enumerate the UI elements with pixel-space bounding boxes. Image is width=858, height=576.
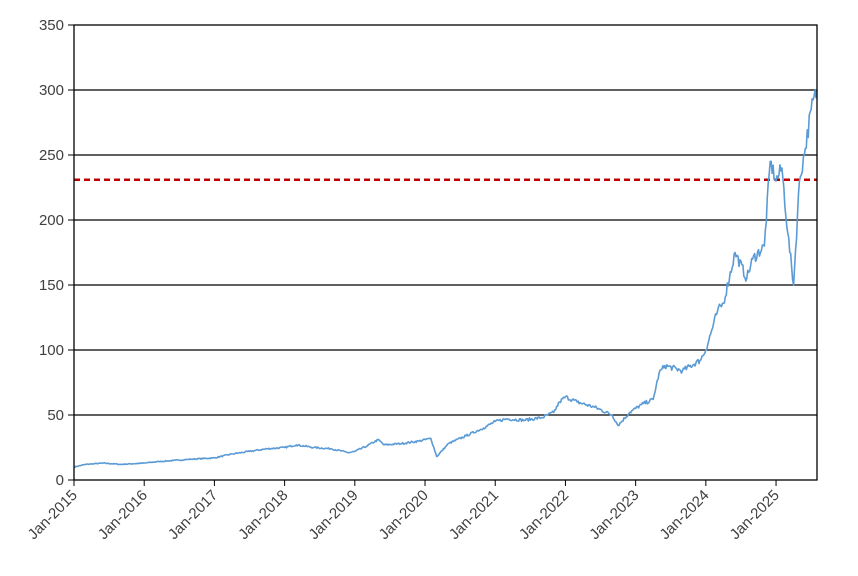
y-tick-label: 50 [47,407,64,424]
x-tick-label: Jan-2024 [656,487,712,543]
x-tick-label: Jan-2020 [376,487,432,543]
x-tick-label: Jan-2015 [25,487,81,543]
y-tick-label: 300 [39,82,64,99]
x-tick-label: Jan-2025 [727,487,783,543]
y-tick-label: 100 [39,342,64,359]
y-tick-label: 350 [39,17,64,34]
y-tick-label: 200 [39,212,64,229]
plot-frame [73,24,818,481]
x-tick-label: Jan-2019 [305,487,361,543]
x-tick-label: Jan-2017 [165,487,221,543]
y-tick-label: 0 [56,472,64,489]
series-line [73,89,818,468]
y-tick-label: 150 [39,277,64,294]
y-axis-ticks: 0 50 100 150 200 250 300 350 [39,17,74,489]
x-axis-ticks: Jan-2015 Jan-2016 Jan-2017 Jan-2018 Jan-2019… [25,480,783,543]
y-tick-label: 250 [39,147,64,164]
x-tick-label: Jan-2018 [235,487,291,543]
gridlines [74,89,817,416]
x-tick-label: Jan-2021 [446,487,502,543]
x-tick-label: Jan-2016 [95,487,151,543]
plot-border [73,24,818,481]
x-tick-label: Jan-2023 [586,487,642,543]
x-tick-label: Jan-2022 [516,487,572,543]
